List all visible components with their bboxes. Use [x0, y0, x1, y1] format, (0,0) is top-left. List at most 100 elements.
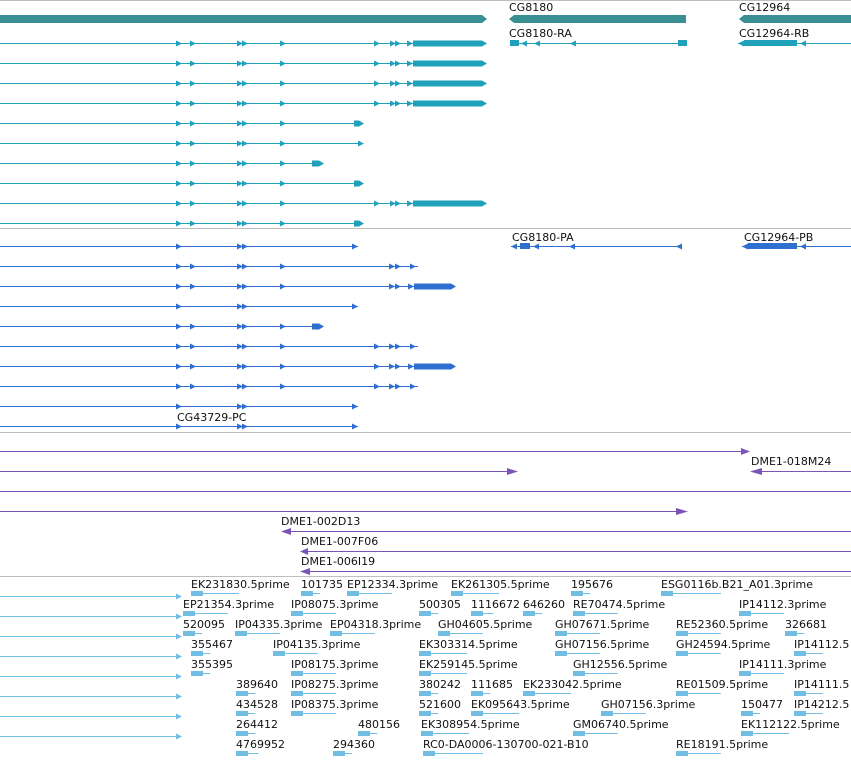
est-label[interactable]: RE18191.5prime	[676, 738, 768, 751]
est-label[interactable]: EK095643.5prime	[471, 698, 570, 711]
est-label[interactable]: IP08275.3prime	[291, 678, 379, 691]
est-label[interactable]: 389640	[236, 678, 278, 691]
est-label[interactable]: 111685	[471, 678, 513, 691]
est-label[interactable]: EK308954.5prime	[421, 718, 520, 731]
est-label[interactable]: IP14112.3prime	[739, 598, 827, 611]
est-label[interactable]: 355467	[191, 638, 233, 651]
est-label[interactable]: EP04318.3prime	[330, 618, 421, 631]
est-label[interactable]: GH07156.3prime	[601, 698, 696, 711]
est-label[interactable]: GM06740.5prime	[573, 718, 669, 731]
est-label[interactable]: EK231830.5prime	[191, 578, 290, 591]
est-label[interactable]: GH07671.5prime	[555, 618, 650, 631]
arrow-glyph	[176, 613, 182, 620]
protein-row[interactable]	[0, 303, 358, 310]
est-label[interactable]: 4769952	[236, 738, 285, 751]
gene-bar-cg8180[interactable]	[514, 15, 686, 23]
clone-label-dme1-007f06[interactable]: DME1-007F06	[301, 535, 378, 548]
est-label[interactable]: 500305	[419, 598, 461, 611]
est-label[interactable]: 434528	[236, 698, 278, 711]
clone-label-dme1-002d13[interactable]: DME1-002D13	[281, 515, 360, 528]
est-label[interactable]: IP04335.3prime	[235, 618, 323, 631]
est-label[interactable]: GH24594.5prime	[676, 638, 771, 651]
est-label[interactable]: EK259145.5prime	[419, 658, 518, 671]
rna-transcript-row[interactable]	[0, 200, 487, 207]
est-label[interactable]: IP08375.3prime	[291, 698, 379, 711]
protein-row[interactable]	[0, 383, 418, 390]
rna-transcript-row[interactable]	[0, 160, 324, 167]
est-read[interactable]	[0, 673, 182, 680]
est-label[interactable]: 380242	[419, 678, 461, 691]
est-label[interactable]: 101735	[301, 578, 343, 591]
est-read[interactable]	[0, 593, 182, 600]
est-label[interactable]: EK303314.5prime	[419, 638, 518, 651]
est-label[interactable]: RE70474.5prime	[573, 598, 665, 611]
est-label[interactable]: EP21354.3prime	[183, 598, 274, 611]
arrow-glyph	[359, 120, 364, 127]
est-read[interactable]	[0, 693, 182, 700]
protein-label-cg12964-pb[interactable]: CG12964-PB	[744, 231, 813, 244]
est-label[interactable]: IP14112.5	[794, 638, 849, 651]
protein-row[interactable]	[0, 263, 418, 270]
est-label[interactable]: RE52360.5prime	[676, 618, 768, 631]
rna-transcript-row[interactable]	[0, 180, 364, 187]
est-label[interactable]: 150477	[741, 698, 783, 711]
est-label[interactable]: IP08075.3prime	[291, 598, 379, 611]
gene-label-cg12964[interactable]: CG12964	[739, 1, 790, 14]
rna-label-cg12964-rb[interactable]: CG12964-RB	[739, 27, 809, 40]
est-label[interactable]: GH04605.5prime	[438, 618, 533, 631]
est-label[interactable]: RC0-DA0006-130700-021-B10	[423, 738, 589, 751]
protein-row[interactable]	[0, 323, 324, 330]
est-label[interactable]: 195676	[571, 578, 613, 591]
est-read[interactable]	[0, 633, 182, 640]
clone-label-dme1-018m24[interactable]: DME1-018M24	[751, 455, 831, 468]
protein-label-cg43729-pc[interactable]: CG43729-PC	[177, 411, 247, 424]
est-label[interactable]: GH07156.5prime	[555, 638, 650, 651]
est-label[interactable]: IP14212.5	[794, 698, 849, 711]
est-label[interactable]: 326681	[785, 618, 827, 631]
rna-transcript-row[interactable]	[0, 60, 487, 67]
gene-bar-left[interactable]	[0, 15, 482, 23]
gene-label-cg8180[interactable]: CG8180	[509, 1, 553, 14]
protein-row[interactable]	[0, 423, 358, 430]
protein-row[interactable]	[0, 363, 456, 370]
est-label[interactable]: IP14111.5	[794, 678, 849, 691]
est-label[interactable]: EP12334.3prime	[347, 578, 438, 591]
arrow-glyph	[190, 383, 196, 390]
est-label[interactable]: EK261305.5prime	[451, 578, 550, 591]
est-read[interactable]	[0, 613, 182, 620]
rna-transcript-row[interactable]	[0, 220, 364, 227]
rna-transcript-row[interactable]	[0, 140, 364, 147]
clone-label-dme1-006i19[interactable]: DME1-006I19	[301, 555, 375, 568]
gene-bar-cg12964[interactable]	[744, 15, 851, 23]
est-label[interactable]: 355395	[191, 658, 233, 671]
est-label[interactable]: EK112122.5prime	[741, 718, 840, 731]
rna-label-cg8180-ra[interactable]: CG8180-RA	[509, 27, 572, 40]
rna-transcript-row[interactable]	[0, 100, 487, 107]
est-label[interactable]: 521600	[419, 698, 461, 711]
est-label[interactable]: IP04135.3prime	[273, 638, 361, 651]
protein-row[interactable]	[0, 243, 358, 250]
est-label[interactable]: EK233042.5prime	[523, 678, 622, 691]
est-label[interactable]: IP14111.3prime	[739, 658, 827, 671]
est-read[interactable]	[0, 713, 182, 720]
est-label[interactable]: 264412	[236, 718, 278, 731]
est-label[interactable]: 1116672	[471, 598, 520, 611]
arrow-glyph	[237, 283, 243, 290]
protein-row[interactable]	[0, 403, 358, 410]
est-label[interactable]: RE01509.5prime	[676, 678, 768, 691]
est-read[interactable]	[0, 733, 182, 740]
est-read[interactable]	[0, 653, 182, 660]
est-label[interactable]: IP08175.3prime	[291, 658, 379, 671]
protein-row[interactable]	[0, 283, 456, 290]
est-label[interactable]: 646260	[523, 598, 565, 611]
est-label[interactable]: ESG0116b.B21_A01.3prime	[661, 578, 813, 591]
protein-row[interactable]	[0, 343, 418, 350]
protein-label-cg8180-pa[interactable]: CG8180-PA	[512, 231, 574, 244]
est-label[interactable]: 294360	[333, 738, 375, 751]
est-label[interactable]: GH12556.5prime	[573, 658, 668, 671]
est-label[interactable]: 480156	[358, 718, 400, 731]
est-label[interactable]: 520095	[183, 618, 225, 631]
rna-transcript-row[interactable]	[0, 120, 364, 127]
rna-transcript-row[interactable]	[0, 80, 487, 87]
rna-transcript-row[interactable]	[0, 40, 487, 47]
